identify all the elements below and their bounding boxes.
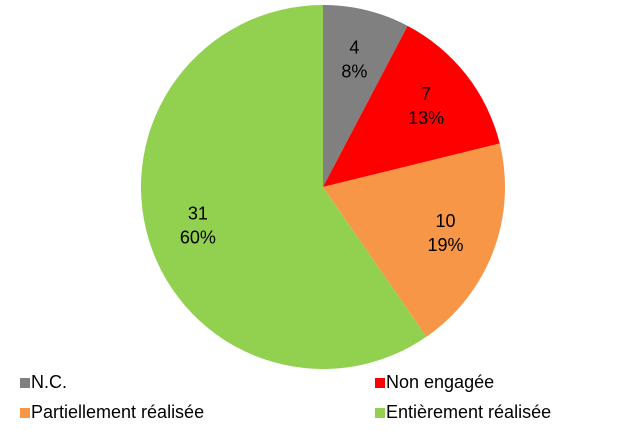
legend-swatch (375, 378, 385, 388)
slice-value-label: 10 (436, 211, 456, 231)
legend-swatch (375, 408, 385, 418)
legend-swatch (20, 408, 30, 418)
legend-label: N.C. (31, 372, 67, 392)
slice-percent-label: 13% (408, 108, 444, 128)
legend-label: Entièrement réalisée (386, 402, 551, 422)
slice-value-label: 7 (421, 84, 431, 104)
pie-slice (323, 5, 408, 187)
legend-label: Partiellement réalisée (31, 402, 204, 422)
pie-slice (141, 5, 427, 369)
slice-percent-label: 19% (428, 235, 464, 255)
pie-slice (323, 25, 500, 188)
legend-swatch (20, 378, 30, 388)
slice-value-label: 4 (349, 38, 359, 58)
pie-slice (323, 143, 505, 337)
slice-value-label: 31 (188, 204, 208, 224)
slice-percent-label: 8% (341, 62, 367, 82)
legend-label: Non engagée (386, 372, 494, 392)
slice-percent-label: 60% (180, 228, 216, 248)
